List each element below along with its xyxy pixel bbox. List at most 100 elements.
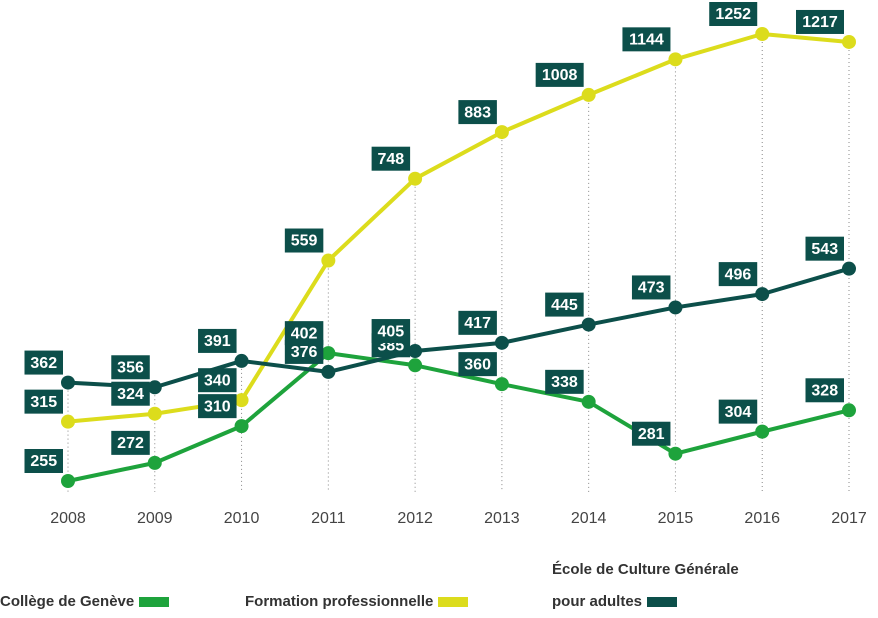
data-label: 391 [198, 328, 237, 353]
legend-label: Collège de Genève [0, 593, 135, 610]
label-box [458, 352, 497, 377]
x-tick-label: 2009 [137, 510, 173, 527]
label-box [111, 381, 150, 406]
point [842, 34, 856, 49]
label-box [371, 319, 411, 344]
point [494, 377, 509, 392]
data-label: 324 [111, 381, 150, 406]
data-label: 376 [284, 339, 324, 364]
x-tick-label: 2011 [311, 510, 346, 527]
x-tick-label: 2012 [397, 510, 433, 527]
point [147, 406, 162, 421]
data-label: 559 [284, 228, 324, 253]
data-label: 310 [198, 394, 237, 419]
data-label: 1217 [796, 9, 844, 34]
data-label: 340 [198, 368, 237, 393]
label-box [284, 339, 324, 364]
label-text: 362 [30, 355, 57, 372]
label-text: 360 [464, 356, 491, 373]
label-box [284, 228, 324, 253]
label-text: 310 [204, 398, 231, 415]
label-text: 1144 [629, 32, 664, 49]
data-label: 360 [458, 352, 497, 377]
label-text: 315 [30, 394, 57, 411]
legend-label: Formation professionnelle [245, 593, 434, 610]
point [842, 261, 856, 276]
data-label: 304 [718, 399, 758, 424]
label-box [545, 292, 584, 317]
data-label: 1252 [709, 2, 758, 26]
data-label: 328 [805, 378, 844, 403]
data-label: 315 [24, 389, 63, 414]
legend-label: École de Culture Générale pour adultes [552, 561, 739, 610]
data-label: 255 [24, 449, 63, 473]
x-tick-label: 2016 [744, 510, 780, 527]
label-text: 376 [291, 344, 318, 361]
label-text: 405 [378, 323, 405, 340]
data-label: 473 [631, 275, 671, 300]
point [755, 424, 770, 439]
label-text: 402 [291, 325, 318, 342]
label-text: 328 [811, 382, 838, 399]
point [61, 375, 75, 390]
point [147, 380, 162, 395]
point [668, 52, 683, 67]
data-label: 417 [458, 310, 497, 335]
label-text: 281 [638, 426, 665, 443]
label-box [796, 9, 844, 34]
label-text: 338 [551, 374, 578, 391]
data-label: 405 [371, 319, 411, 344]
x-tick-label: 2010 [224, 510, 260, 527]
data-label: 883 [458, 100, 497, 125]
point [321, 346, 336, 361]
point [61, 474, 75, 488]
point [147, 455, 162, 470]
data-label: 281 [631, 421, 671, 446]
x-tick-label: 2013 [484, 510, 520, 527]
label-text: 1217 [802, 14, 838, 31]
label-text: 1008 [542, 67, 578, 84]
point [408, 171, 423, 186]
label-box [198, 368, 237, 393]
data-label: 445 [545, 292, 584, 317]
point [668, 300, 683, 315]
legend-item: Collège de Genève [0, 586, 240, 618]
label-box [458, 100, 497, 125]
label-text: 496 [725, 266, 752, 283]
data-label: 1008 [535, 62, 584, 87]
label-box [631, 275, 671, 300]
label-text: 304 [725, 404, 752, 421]
legend-swatch [139, 597, 170, 608]
label-text: 340 [204, 372, 231, 389]
point [755, 27, 770, 41]
label-text: 883 [464, 104, 491, 121]
label-box [545, 369, 584, 394]
label-text: 324 [117, 386, 144, 403]
legend-swatch [438, 597, 469, 608]
label-text: 391 [204, 333, 231, 350]
point [321, 253, 336, 268]
label-box [24, 350, 63, 375]
label-box [718, 399, 758, 424]
point [581, 394, 596, 409]
point [755, 287, 770, 302]
label-text: 272 [117, 435, 144, 452]
point [408, 344, 423, 359]
point [234, 393, 249, 408]
point [321, 364, 336, 379]
label-text: 473 [638, 280, 665, 297]
label-box [535, 62, 584, 87]
label-text: 255 [30, 453, 57, 470]
label-box [24, 389, 63, 414]
label-box [805, 378, 844, 403]
x-tick-label: 2008 [50, 510, 86, 527]
label-text: 356 [117, 359, 144, 376]
legend-item: École de Culture Générale pour adultes [552, 554, 767, 618]
data-label: 496 [718, 262, 758, 287]
label-box [709, 2, 758, 26]
label-box [622, 27, 671, 52]
point [842, 403, 856, 418]
label-box [718, 262, 758, 287]
label-text: 445 [551, 297, 578, 314]
